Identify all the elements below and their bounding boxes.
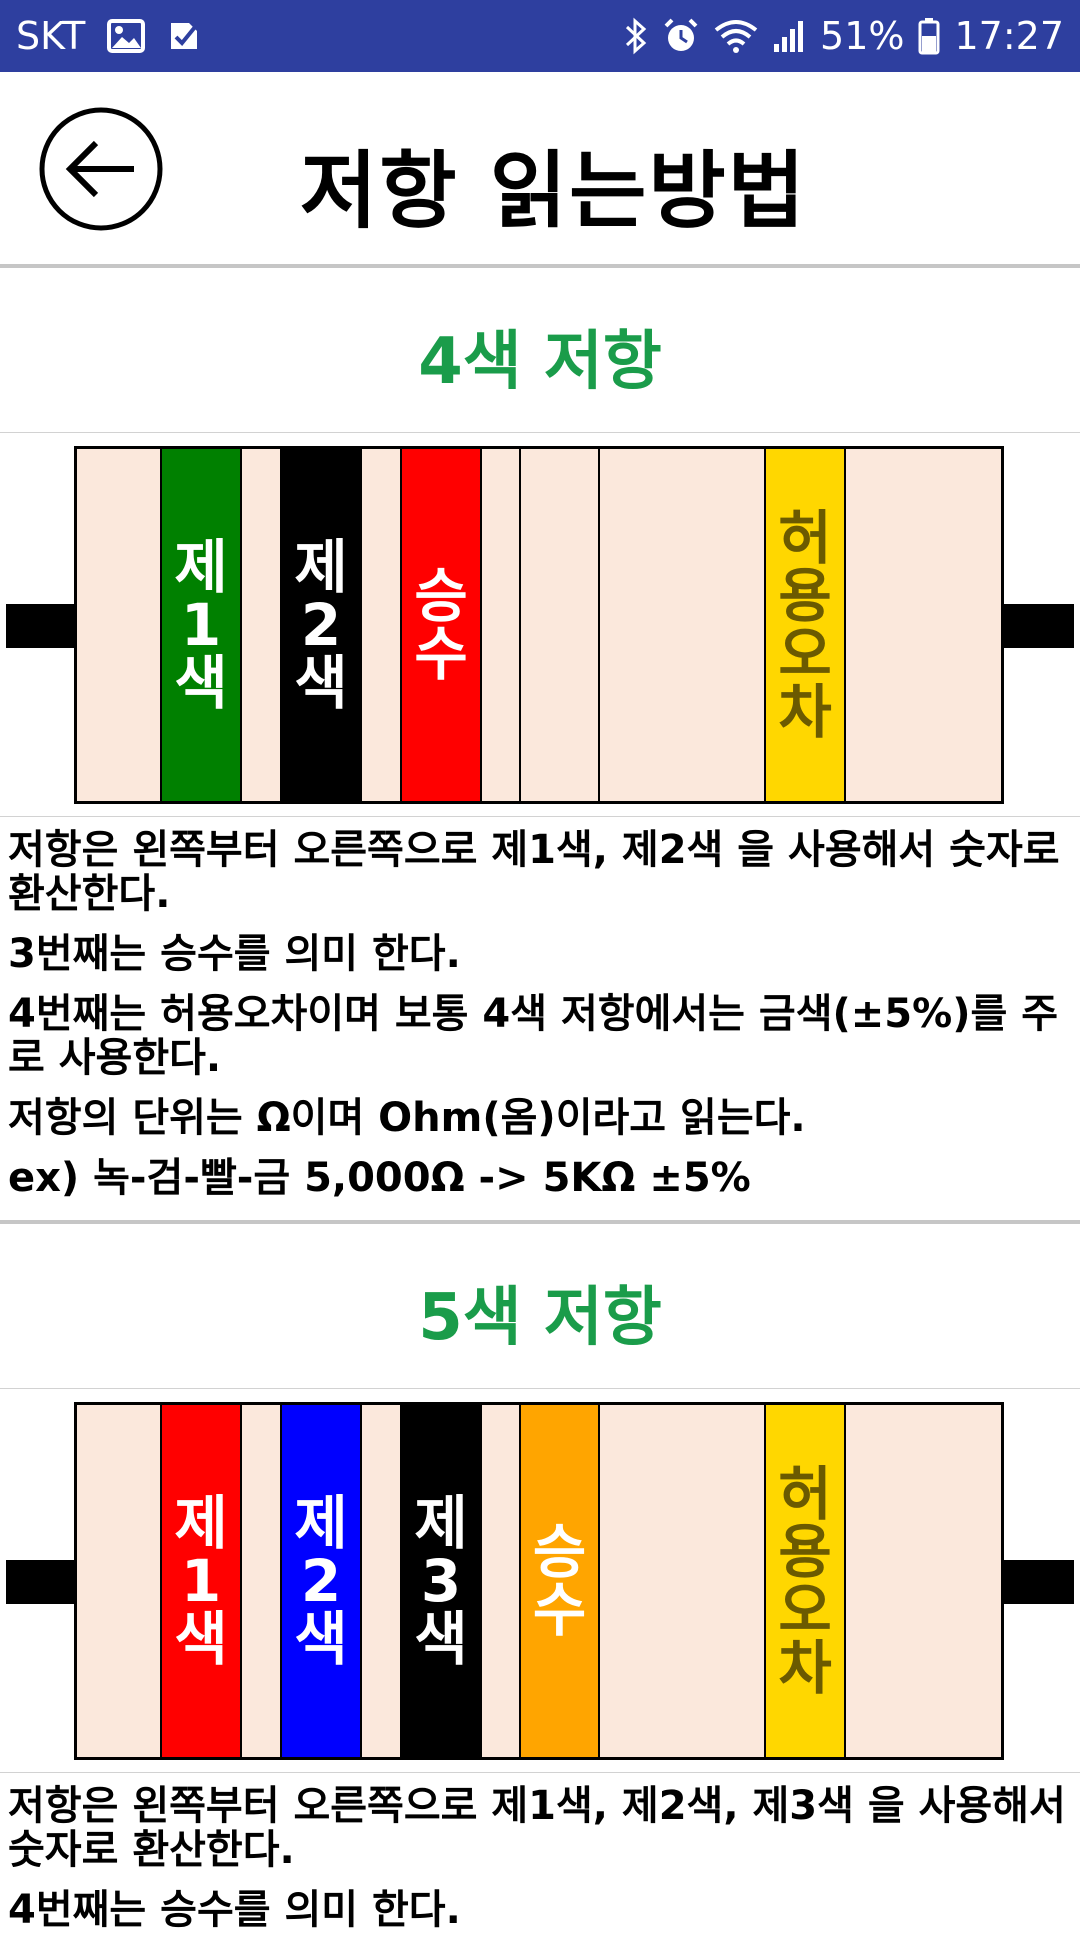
band-label: 허용오차 (778, 504, 832, 746)
section-divider (0, 1388, 1080, 1389)
app-header: 저항 읽는방법 (0, 72, 1080, 264)
section-divider-thick (0, 1220, 1080, 1224)
band-label: 제2색 (294, 533, 348, 717)
description-line: 저항은 왼쪽부터 오른쪽으로 제1색, 제2색 을 사용해서 숫자로 환산한다. (8, 827, 1060, 917)
band-outline (519, 449, 521, 801)
band-label: 제2색 (294, 1489, 348, 1673)
wifi-icon (714, 18, 758, 54)
task-icon (167, 19, 201, 53)
band-outline (598, 449, 600, 801)
resistor-lead-right (1002, 1560, 1074, 1604)
signal-icon (772, 18, 806, 54)
band-second-color: 제2색 (280, 1405, 362, 1757)
description-line: 4번째는 승수를 의미 한다. (8, 1887, 461, 1933)
section-divider (0, 1772, 1080, 1773)
description-line: ex) 녹-검-빨-금 5,000Ω -> 5KΩ ±5% (8, 1155, 751, 1201)
description-line: 3번째는 승수를 의미 한다. (8, 931, 461, 977)
resistor-lead-right (1002, 604, 1074, 648)
band-third-color: 제3색 (400, 1405, 482, 1757)
description-line: 4번째는 허용오차이며 보통 4색 저항에서는 금색(±5%)를 주로 사용한다… (8, 991, 1059, 1081)
section-title-4band: 4색 저항 (418, 325, 662, 399)
battery-icon (918, 17, 940, 55)
band-second-color: 제2색 (280, 449, 362, 801)
band-label: 제1색 (174, 1489, 228, 1673)
band-tolerance: 허용오차 (764, 449, 846, 801)
description-line: 저항의 단위는 Ω이며 Ohm(옴)이라고 읽는다. (8, 1095, 806, 1141)
carrier-label: SKT (16, 14, 86, 58)
description-line: 저항은 왼쪽부터 오른쪽으로 제1색, 제2색, 제3색 을 사용해서 숫자로 … (8, 1783, 1066, 1873)
band-label: 승수 (414, 562, 468, 688)
description-5band: 저항은 왼쪽부터 오른쪽으로 제1색, 제2색, 제3색 을 사용해서 숫자로 … (8, 1784, 1072, 1948)
band-label: 승수 (532, 1518, 587, 1644)
band-label: 제1색 (174, 533, 228, 717)
resistor-lead-left (6, 1560, 76, 1604)
section-title-5band: 5색 저항 (418, 1281, 662, 1355)
battery-percent: 51% (820, 14, 905, 58)
alarm-icon (662, 17, 700, 55)
gallery-icon (107, 19, 146, 53)
band-multiplier: 승수 (400, 449, 482, 801)
resistor-5band: 제1색 제2색 제3색 승수 허용오차 (74, 1402, 1004, 1760)
bluetooth-icon (624, 17, 648, 55)
band-label: 허용오차 (778, 1460, 832, 1702)
clock: 17:27 (954, 14, 1064, 58)
section-divider (0, 432, 1080, 433)
status-bar: SKT 51% 17:27 (0, 0, 1080, 72)
resistor-lead-left (6, 604, 76, 648)
band-label: 제3색 (414, 1489, 468, 1673)
resistor-4band: 제1색 제2색 승수 허용오차 (74, 446, 1004, 804)
back-arrow-icon (39, 107, 163, 231)
back-button[interactable] (38, 106, 164, 232)
header-divider (0, 264, 1080, 268)
band-multiplier: 승수 (519, 1405, 600, 1757)
section-divider (0, 816, 1080, 817)
band-first-color: 제1색 (160, 449, 242, 801)
description-4band: 저항은 왼쪽부터 오른쪽으로 제1색, 제2색 을 사용해서 숫자로 환산한다.… (8, 828, 1072, 1216)
band-tolerance: 허용오차 (764, 1405, 846, 1757)
band-first-color: 제1색 (160, 1405, 242, 1757)
page-title: 저항 읽는방법 (300, 142, 807, 240)
